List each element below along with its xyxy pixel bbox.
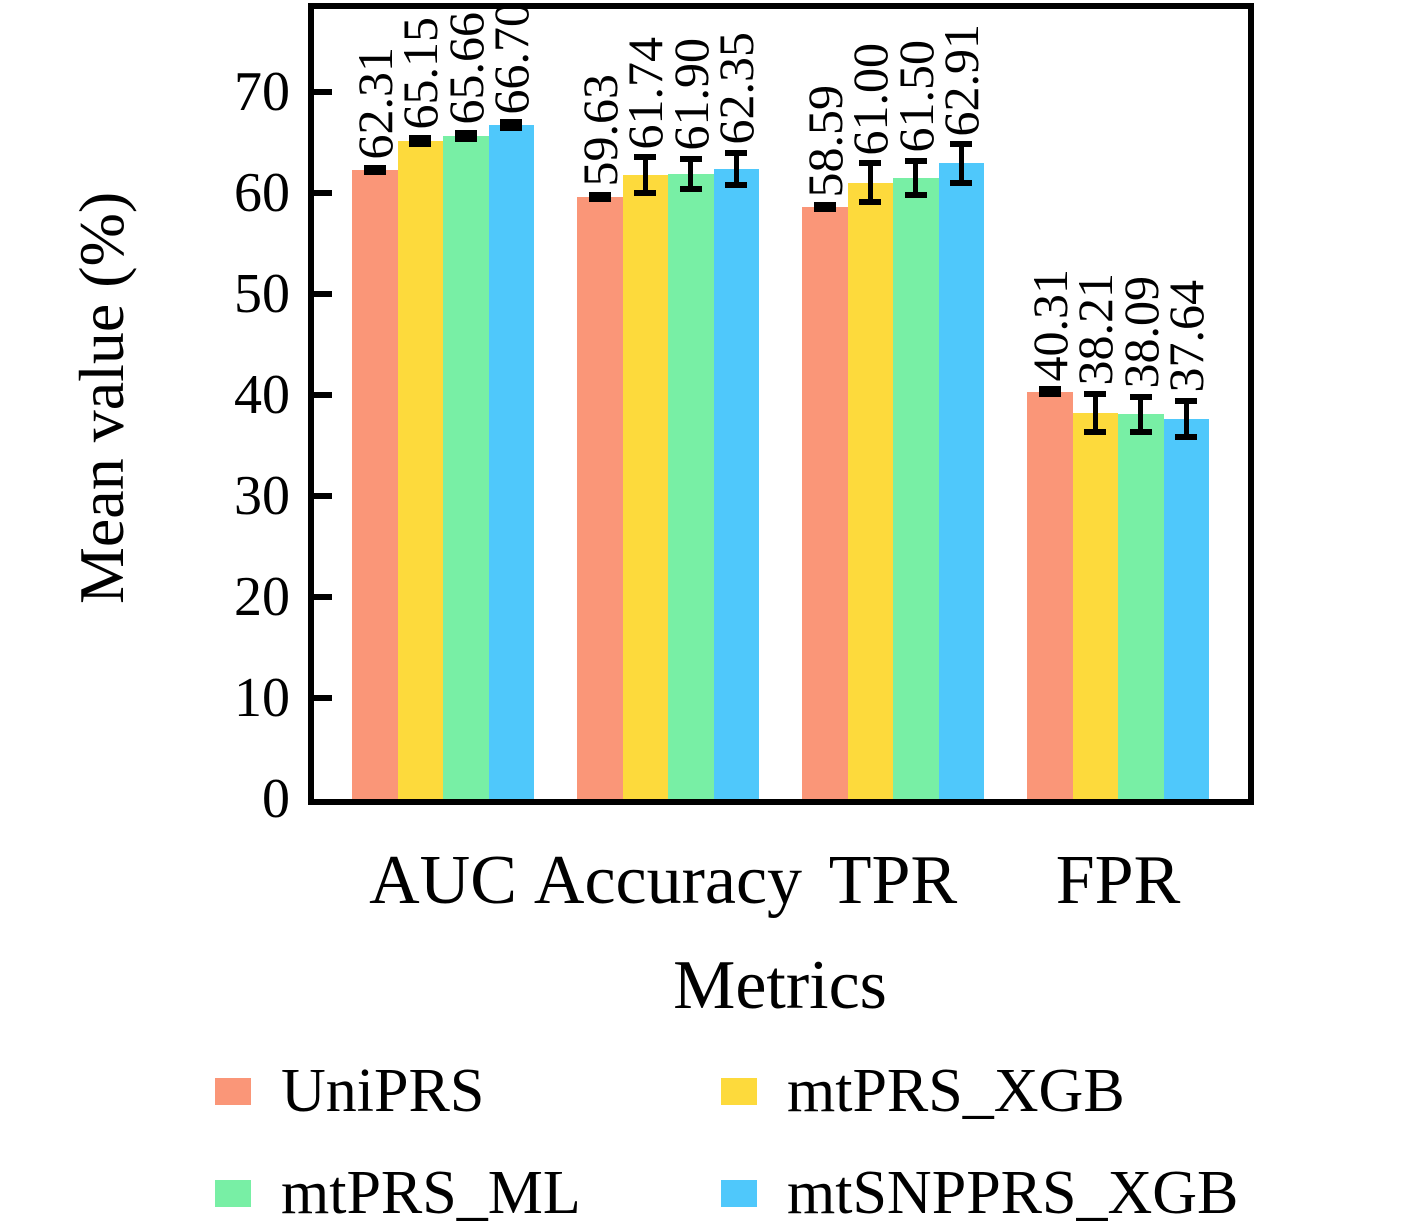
error-bar-cap [1084, 429, 1107, 436]
legend-swatch [721, 1077, 757, 1105]
error-bar-cap [363, 168, 386, 175]
error-bar-cap [1038, 391, 1061, 398]
bar [802, 207, 848, 799]
error-bar-cap [950, 179, 973, 186]
bar [893, 177, 939, 799]
x-tick-label: TPR [828, 842, 958, 919]
y-tick [314, 391, 332, 398]
error-bar [463, 132, 469, 139]
error-bar-cap [950, 141, 973, 148]
error-bar [733, 152, 739, 186]
bar [488, 125, 534, 799]
error-bar [642, 157, 648, 194]
y-tick-label: 20 [234, 565, 290, 628]
bar [352, 169, 398, 799]
error-bar-cap [1129, 393, 1152, 400]
error-bar [688, 158, 694, 189]
bar [847, 182, 893, 799]
y-tick-label: 70 [234, 60, 290, 123]
error-bar-cap [500, 125, 523, 132]
y-tick [314, 189, 332, 196]
legend-swatch [215, 1179, 251, 1207]
y-tick-label: 10 [234, 666, 290, 729]
bar [443, 135, 489, 799]
error-bar-cap [1038, 386, 1061, 393]
plot-area: 62.31 59.63 58.59 40.31 65.15 61.74 61.00 38.21… [308, 1, 1254, 805]
error-bar-cap [679, 155, 702, 162]
error-bar-cap [1175, 397, 1198, 404]
y-tick [314, 290, 332, 297]
legend-item: mtPRS_XGB [721, 1056, 1125, 1125]
x-tick-label: Accuracy [533, 842, 803, 919]
error-bar [417, 137, 423, 144]
legend-item: UniPRS [215, 1056, 485, 1125]
error-bar-cap [634, 190, 657, 197]
legend-label: UniPRS [281, 1056, 485, 1125]
y-tick-label: 50 [234, 262, 290, 325]
bar-value-label: 37.64 [1158, 280, 1215, 393]
bar [1027, 391, 1073, 799]
y-tick-label: 0 [262, 768, 290, 830]
error-bar-cap [813, 202, 836, 209]
bar [1118, 414, 1164, 799]
x-tick-label: FPR [1055, 842, 1181, 919]
error-bar-cap [588, 195, 611, 202]
error-bar-cap [409, 134, 432, 141]
error-bar-cap [813, 206, 836, 213]
error-bar-cap [904, 191, 927, 198]
error-bar-cap [679, 185, 702, 192]
error-bar-cap [454, 135, 477, 142]
bar-value-label: 62.91 [933, 23, 990, 137]
error-bar-cap [859, 160, 882, 167]
error-bar-cap [904, 157, 927, 164]
error-bar-cap [363, 164, 386, 171]
error-bar-cap [725, 182, 748, 189]
y-tick [314, 593, 332, 600]
x-axis-title: Metrics [673, 947, 887, 1024]
error-bar [913, 160, 919, 195]
error-bar-cap [1129, 428, 1152, 435]
error-bar-cap [634, 154, 657, 161]
legend-swatch [215, 1077, 251, 1105]
error-bar [508, 122, 514, 129]
bar [397, 140, 443, 799]
y-tick [314, 694, 332, 701]
y-tick-label: 40 [234, 363, 290, 426]
error-bar-cap [454, 129, 477, 136]
bar [713, 169, 759, 799]
y-tick [314, 88, 332, 95]
legend-label: mtSNPPRS_XGB [787, 1158, 1239, 1225]
y-tick-label: 60 [234, 161, 290, 224]
error-bar [1092, 393, 1098, 433]
error-bar-cap [1084, 390, 1107, 397]
bar-value-label: 62.35 [708, 32, 765, 145]
bar [577, 196, 623, 799]
error-bar [1183, 400, 1189, 437]
error-bar-cap [409, 140, 432, 147]
y-tick-label: 30 [234, 464, 290, 527]
bar [1072, 413, 1118, 799]
error-bar [958, 144, 964, 183]
bar [668, 173, 714, 799]
error-bar-cap [1175, 433, 1198, 440]
error-bar [1138, 396, 1144, 432]
x-tick-label: AUC [369, 842, 517, 919]
error-bar-cap [859, 199, 882, 206]
error-bar [867, 163, 873, 203]
error-bar-cap [725, 149, 748, 156]
bar [1163, 418, 1209, 799]
bar-value-label: 66.70 [483, 1, 540, 115]
legend-item: mtSNPPRS_XGB [721, 1158, 1239, 1225]
legend-item: mtPRS_ML [215, 1158, 581, 1225]
bar [938, 163, 984, 799]
y-tick [314, 492, 332, 499]
legend-label: mtPRS_ML [281, 1158, 581, 1225]
legend-label: mtPRS_XGB [787, 1056, 1125, 1125]
error-bar-cap [588, 191, 611, 198]
bar [622, 175, 668, 799]
error-bar-cap [500, 119, 523, 126]
legend-swatch [721, 1179, 757, 1207]
